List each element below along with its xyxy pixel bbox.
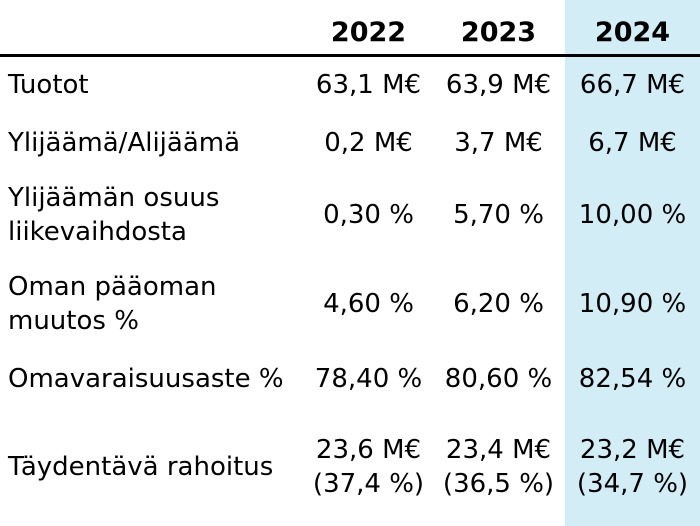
value-cell-2024: 6,7 M€ — [588, 127, 677, 158]
value-cell-2023: 3,7 M€ — [454, 127, 543, 158]
table-row: Oman pääoman muutos % 4,60 % 6,20 % 10,90 % — [0, 260, 700, 350]
value-cell-2023: 6,20 % — [453, 289, 544, 320]
value-cell-2024: 10,90 % — [578, 289, 687, 320]
year-header-2023: 2023 — [460, 17, 537, 48]
value-cell-2024: 23,2 M€ (34,7 %) — [576, 435, 689, 499]
value-cell-2022: 4,60 % — [323, 289, 414, 320]
year-header-2024: 2024 — [594, 17, 671, 48]
corner-header-cell — [0, 0, 305, 54]
value-cell-2024: 10,00 % — [578, 200, 687, 231]
value-cell-2023: 63,9 M€ — [445, 70, 552, 101]
value-cell-2023: 5,70 % — [453, 200, 544, 231]
row-label: Omavaraisuusaste % — [8, 364, 284, 395]
table-row: Ylijäämä/Alijäämä 0,2 M€ 3,7 M€ 6,7 M€ — [0, 115, 700, 172]
table-row: Tuotot 63,1 M€ 63,9 M€ 66,7 M€ — [0, 57, 700, 115]
value-cell-2024: 66,7 M€ — [579, 70, 686, 101]
year-header-2022: 2022 — [330, 17, 407, 48]
value-cell-2023: 23,4 M€ (36,5 %) — [442, 435, 555, 499]
value-cell-2022: 0,30 % — [323, 200, 414, 231]
value-cell-2022: 0,2 M€ — [324, 127, 413, 158]
table-row: Täydentävä rahoitus 23,6 M€ (37,4 %) 23,4 … — [0, 410, 700, 526]
table-row: Ylijäämän osuus liikevaihdosta 0,30 % 5,70… — [0, 172, 700, 260]
row-label: Ylijäämä/Alijäämä — [8, 127, 241, 158]
row-label: Ylijäämän osuus liikevaihdosta — [8, 183, 220, 247]
highlight-column-background — [565, 0, 700, 526]
row-label: Oman pääoman muutos % — [8, 272, 217, 336]
value-cell-2022: 63,1 M€ — [315, 70, 422, 101]
table-header-row: 2022 2023 2024 — [0, 0, 700, 57]
value-cell-2023: 80,60 % — [444, 364, 553, 395]
row-label: Tuotot — [8, 70, 89, 101]
row-label: Täydentävä rahoitus — [8, 452, 274, 483]
value-cell-2022: 23,6 M€ (37,4 %) — [312, 435, 425, 499]
value-cell-2022: 78,40 % — [314, 364, 423, 395]
table-row: Omavaraisuusaste % 78,40 % 80,60 % 82,54 % — [0, 350, 700, 410]
value-cell-2024: 82,54 % — [578, 364, 687, 395]
